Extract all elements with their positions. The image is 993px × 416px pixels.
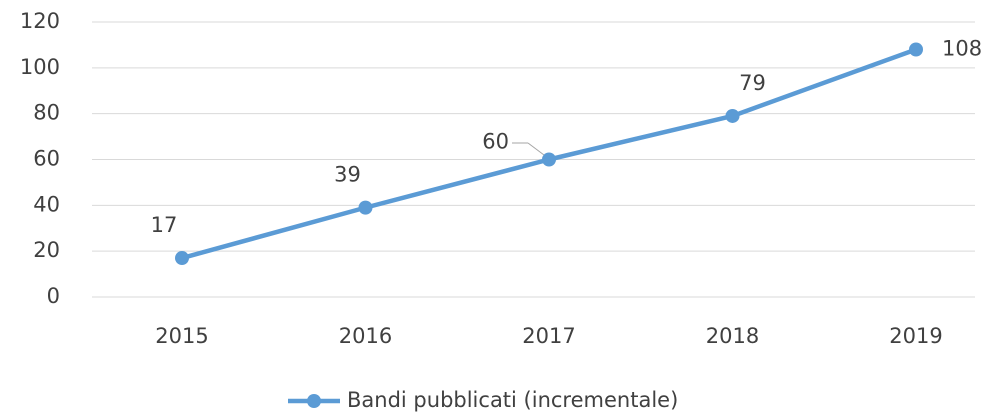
y-tick-label: 100 [20,55,60,79]
x-tick-label: 2019 [889,324,942,348]
y-tick-label: 60 [33,147,60,171]
y-tick-label: 20 [33,238,60,262]
y-tick-label: 40 [33,192,60,216]
legend-marker [307,394,321,408]
data-point [358,200,373,215]
data-point [175,251,189,266]
x-tick-label: 2016 [339,324,392,348]
y-tick-label: 120 [20,9,60,33]
x-tick-label: 2018 [706,324,759,348]
legend-label: Bandi pubblicati (incrementale) [347,388,678,412]
data-point [909,42,923,57]
data-label: 79 [739,71,766,95]
leader-line [527,142,545,156]
data-label: 17 [151,213,178,237]
data-point [542,152,556,167]
data-label: 39 [334,163,361,187]
y-tick-label: 0 [47,284,60,308]
data-label: 60 [482,130,509,154]
x-tick-label: 2015 [155,324,208,348]
data-label: 108 [942,37,982,61]
data-point [725,108,740,123]
x-tick-label: 2017 [522,324,575,348]
y-tick-label: 80 [33,101,60,125]
